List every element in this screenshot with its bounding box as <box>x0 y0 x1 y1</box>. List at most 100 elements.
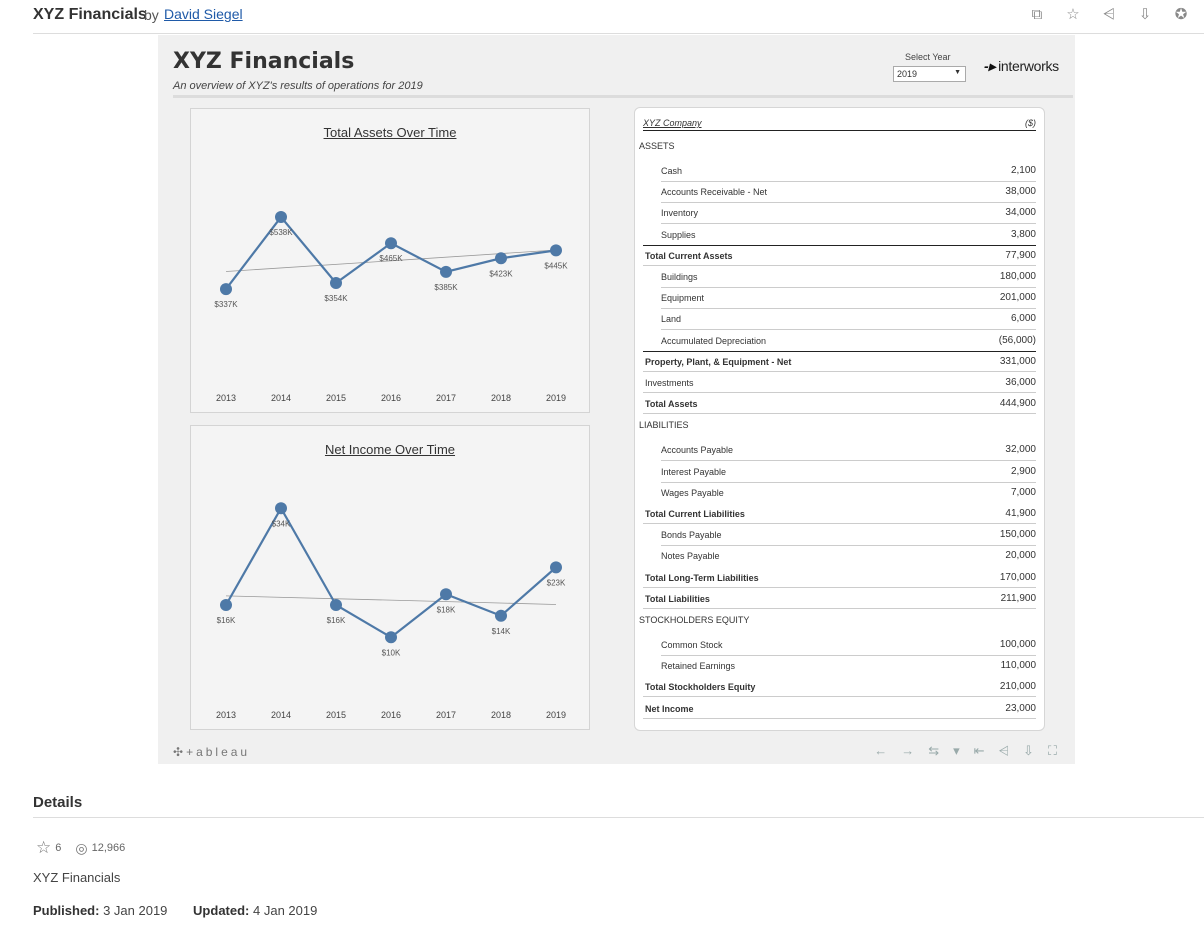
row-label: Total Long-Term Liabilities <box>645 572 759 583</box>
data-point <box>440 588 452 601</box>
data-point <box>220 599 232 611</box>
row-value: 3,800 <box>1010 228 1036 240</box>
row-label: Cash <box>661 166 683 176</box>
data-label: $14K <box>492 627 511 636</box>
top-bar: XYZ Financials by David Siegel ⧉ ☆ ⩤ ⇩ ✪ <box>0 0 1204 34</box>
row-value: 180,000 <box>999 271 1036 282</box>
data-point <box>385 631 397 644</box>
header-rule <box>643 130 1036 131</box>
row-value: 170,000 <box>999 571 1036 583</box>
row-label: Property, Plant, & Equipment - Net <box>645 356 792 367</box>
row-divider <box>661 308 1036 310</box>
redo-icon[interactable]: → <box>901 743 915 758</box>
subtotal-rule <box>643 244 1036 246</box>
net-income-chart[interactable]: $16K 2013 $34K 2014 $16K 2015 $10K 2016 $18K 2017… <box>190 425 590 730</box>
star-icon[interactable]: ☆ <box>1066 6 1080 23</box>
row-value: (56,000) <box>998 334 1036 346</box>
data-point <box>495 252 507 265</box>
chart-title[interactable]: Net Income Over Time <box>324 442 456 457</box>
fullscreen-icon[interactable]: ⛶ <box>1047 743 1057 758</box>
x-tick-label: 2015 <box>326 393 346 403</box>
row-divider <box>661 181 1036 182</box>
row-label: Net Income <box>645 703 694 714</box>
data-point <box>275 502 287 515</box>
row-divider <box>661 223 1036 225</box>
row-label: Interest Payable <box>661 466 727 477</box>
row-label: Total Current Liabilities <box>645 509 745 519</box>
data-label: $354K <box>324 294 348 303</box>
row-divider <box>643 523 1036 524</box>
row-divider <box>643 717 1036 719</box>
x-tick-label: 2015 <box>326 710 346 720</box>
chart-title[interactable]: Total Assets Over Time <box>323 125 457 140</box>
select-year-value: 2019 <box>897 69 918 79</box>
divider <box>33 33 1204 34</box>
data-point <box>220 283 232 296</box>
row-label: Notes Payable <box>661 551 720 562</box>
data-label: $445K <box>544 261 568 270</box>
row-divider <box>643 392 1036 393</box>
data-label: $423K <box>489 269 513 278</box>
data-label: $34K <box>272 519 291 528</box>
row-value: 2,900 <box>1010 465 1036 477</box>
revert-icon[interactable]: ⇆ <box>928 743 940 758</box>
row-label: Accounts Payable <box>661 445 734 456</box>
x-tick-label: 2019 <box>546 393 566 403</box>
badge-icon[interactable]: ✪ <box>1174 6 1188 23</box>
author-link[interactable]: David Siegel <box>164 6 243 22</box>
row-label: Total Liabilities <box>645 593 710 604</box>
interworks-logo-text: interworks <box>998 58 1059 74</box>
row-value: 100,000 <box>999 639 1036 650</box>
details-heading: Details <box>33 794 83 811</box>
x-tick-label: 2017 <box>436 393 456 403</box>
row-value: 2,100 <box>1010 165 1036 176</box>
row-label: Buildings <box>661 272 698 282</box>
x-tick-label: 2014 <box>271 393 291 403</box>
company-name: XYZ Company <box>643 118 702 128</box>
data-point <box>495 609 507 622</box>
row-divider <box>661 655 1036 656</box>
row-label: Total Current Assets <box>645 250 733 261</box>
published-date: 3 Jan 2019 <box>103 903 168 918</box>
tableau-logo-text: +ableau <box>186 745 251 759</box>
row-value: 77,900 <box>1005 249 1036 261</box>
row-value: 41,900 <box>1005 508 1036 519</box>
row-value: 331,000 <box>999 355 1036 367</box>
updated-label: Updated: <box>193 903 250 918</box>
row-label: Equipment <box>661 293 705 304</box>
share-icon[interactable]: ⩤ <box>1102 6 1115 23</box>
total-assets-chart[interactable]: $337K 2013 $538K 2014 $354K 2015 $465K 2016 $385… <box>190 108 590 413</box>
row-divider <box>661 202 1036 204</box>
row-value: 36,000 <box>1005 377 1036 388</box>
download-icon[interactable]: ⇩ <box>1138 6 1152 23</box>
row-value: 38,000 <box>1005 186 1036 198</box>
unit-label: ($) <box>1025 118 1036 128</box>
row-divider <box>661 481 1036 483</box>
trend-line <box>225 595 557 605</box>
copy-icon[interactable]: ⧉ <box>1031 6 1043 23</box>
data-point <box>550 244 562 257</box>
row-divider <box>643 607 1036 609</box>
share-icon[interactable]: ⩤ <box>998 743 1009 758</box>
x-tick-label: 2013 <box>216 710 236 720</box>
select-year-dropdown[interactable]: 2019 ▼ <box>893 66 966 82</box>
star-icon[interactable]: ☆ <box>36 838 52 857</box>
row-value: 211,900 <box>1000 592 1036 604</box>
data-label: $465K <box>379 254 403 263</box>
download-icon[interactable]: ⇩ <box>1022 743 1034 758</box>
workbook-title: XYZ Financials <box>33 6 147 23</box>
row-divider <box>661 329 1036 331</box>
publish-info: Published: 3 Jan 2019 Updated: 4 Jan 201… <box>33 903 317 918</box>
reset-icon[interactable]: ⇤ <box>973 743 985 758</box>
row-value: 7,000 <box>1010 486 1036 498</box>
published-label: Published: <box>33 903 100 918</box>
revert-dropdown-icon[interactable]: ▾ <box>953 743 960 758</box>
row-value: 210,000 <box>999 681 1036 693</box>
row-divider <box>661 460 1036 462</box>
stats-row: ☆ 6 ◎ 12,966 <box>36 838 125 858</box>
undo-icon[interactable]: ← <box>874 743 888 758</box>
interworks-logo: -▸ interworks <box>984 58 1059 75</box>
data-label: $538K <box>269 228 293 237</box>
row-value: 6,000 <box>1010 313 1036 325</box>
by-label: by <box>144 7 159 23</box>
